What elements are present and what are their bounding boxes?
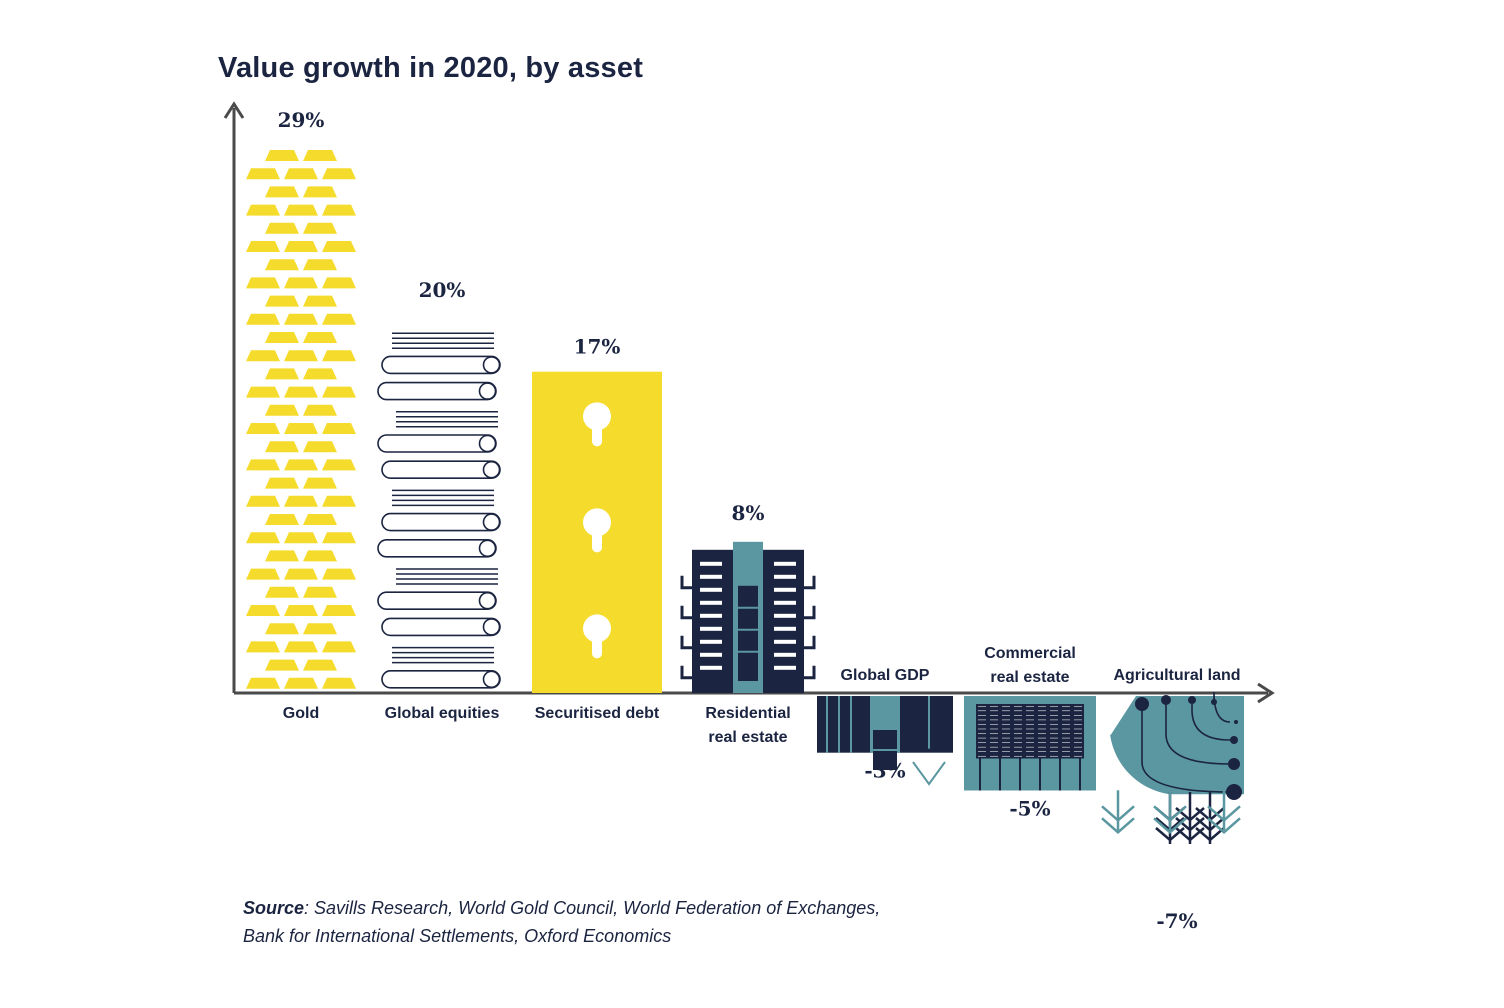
bar-global-equities — [377, 332, 501, 689]
bar-residential-real-estate — [680, 541, 816, 693]
bar-gold — [246, 150, 356, 689]
source-text: : Savills Research, World Gold Council, … — [243, 898, 881, 946]
value-label: -3% — [864, 759, 905, 783]
chart-title: Value growth in 2020, by asset — [218, 52, 644, 84]
category-label: Agricultural land — [1113, 667, 1240, 684]
category-label: Securitised debt — [535, 705, 660, 722]
source-label: Source — [243, 898, 305, 918]
value-label: 29% — [278, 108, 325, 132]
value-label: 17% — [574, 335, 621, 359]
category-label: Gold — [283, 705, 319, 722]
category-label: Residential real estate — [705, 705, 790, 746]
bar-commercial-real-estate — [964, 696, 1096, 791]
y-axis-arrow — [223, 101, 245, 119]
source-note: Source: Savills Research, World Gold Cou… — [243, 894, 883, 950]
value-label: 8% — [732, 501, 765, 525]
value-label: 20% — [419, 278, 466, 302]
category-label: Global equities — [385, 705, 500, 722]
value-label: -5% — [1009, 797, 1050, 821]
bar-global-gdp — [817, 696, 953, 786]
category-label: Commercial real estate — [984, 645, 1076, 686]
x-axis-arrow — [1257, 682, 1275, 704]
bar-agricultural-land — [1101, 691, 1244, 844]
bar-securitised-debt — [532, 371, 662, 693]
value-label: -7% — [1156, 909, 1197, 933]
category-label: Global GDP — [841, 667, 930, 684]
